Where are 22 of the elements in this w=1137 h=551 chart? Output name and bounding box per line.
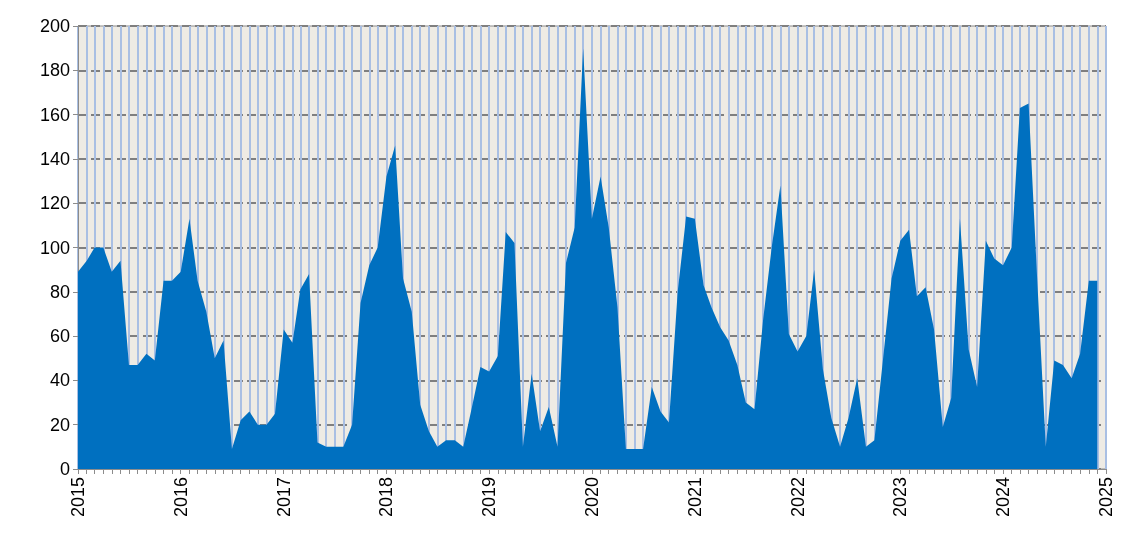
y-tick-label: 160 — [39, 104, 70, 125]
x-tick-label: 2023 — [890, 477, 911, 518]
y-tick-label: 40 — [49, 370, 70, 391]
y-tick-label: 20 — [49, 414, 70, 435]
y-tick-label: 100 — [39, 237, 70, 258]
x-tick-label: 2017 — [273, 477, 294, 518]
y-tick-label: 0 — [59, 459, 70, 479]
y-tick-label: 200 — [39, 16, 70, 36]
y-tick-label: 140 — [39, 148, 70, 169]
y-tick-label: 120 — [39, 193, 70, 214]
x-tick-label: 2022 — [787, 477, 808, 518]
x-tick-label: 2019 — [479, 477, 500, 518]
x-tick-label: 2016 — [170, 477, 191, 518]
y-tick-label: 180 — [39, 60, 70, 81]
x-tick-label: 2025 — [1096, 477, 1116, 518]
y-tick-label: 80 — [49, 281, 70, 302]
x-tick-label: 2015 — [68, 477, 88, 518]
x-tick-label: 2024 — [993, 477, 1013, 518]
x-tick-label: 2018 — [376, 477, 397, 518]
x-tick-label: 2021 — [684, 477, 705, 518]
y-tick-label: 60 — [49, 326, 70, 347]
x-tick-label: 2020 — [581, 477, 602, 518]
